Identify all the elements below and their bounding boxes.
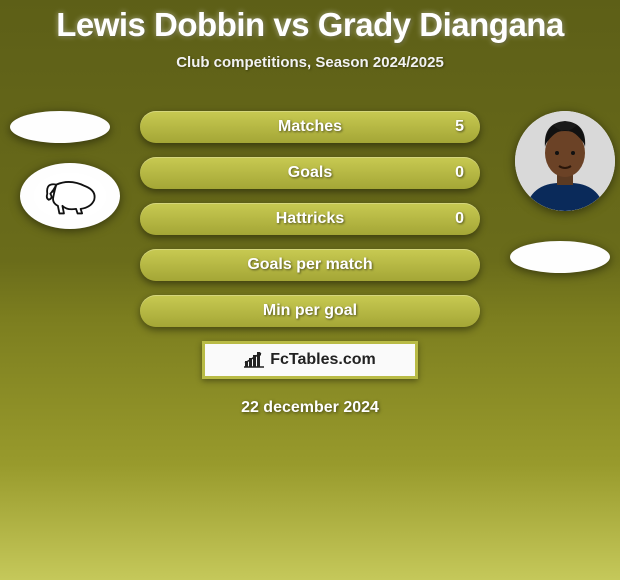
branding-box[interactable]: FcTables.com xyxy=(202,341,418,379)
bar-chart-icon xyxy=(244,352,264,368)
subtitle: Club competitions, Season 2024/2025 xyxy=(0,54,620,71)
left-club-crest xyxy=(20,163,120,229)
stat-row-goals: Goals 0 xyxy=(140,157,480,189)
ram-icon xyxy=(30,171,110,221)
stat-value-right: 0 xyxy=(455,203,464,235)
player-face-icon xyxy=(515,111,615,211)
comparison-stage: Matches 5 Goals 0 Hattricks 0 Goals per … xyxy=(0,111,620,417)
stat-label: Goals per match xyxy=(247,256,372,274)
stat-rows: Matches 5 Goals 0 Hattricks 0 Goals per … xyxy=(140,111,480,327)
stat-label: Matches xyxy=(278,118,342,136)
stat-row-hattricks: Hattricks 0 xyxy=(140,203,480,235)
stat-value-right: 5 xyxy=(455,111,464,143)
right-club-crest-placeholder xyxy=(510,241,610,273)
stat-label: Min per goal xyxy=(263,302,357,320)
date-label: 22 december 2024 xyxy=(0,399,620,417)
left-player-portrait-placeholder xyxy=(10,111,110,143)
stat-row-matches: Matches 5 xyxy=(140,111,480,143)
stat-value-right: 0 xyxy=(455,157,464,189)
right-player-portrait xyxy=(515,111,615,211)
stat-label: Goals xyxy=(288,164,332,182)
stat-label: Hattricks xyxy=(276,210,344,228)
brand-label: FcTables.com xyxy=(270,351,376,369)
stat-row-min-per-goal: Min per goal xyxy=(140,295,480,327)
stat-row-goals-per-match: Goals per match xyxy=(140,249,480,281)
page-title: Lewis Dobbin vs Grady Diangana xyxy=(0,0,620,44)
